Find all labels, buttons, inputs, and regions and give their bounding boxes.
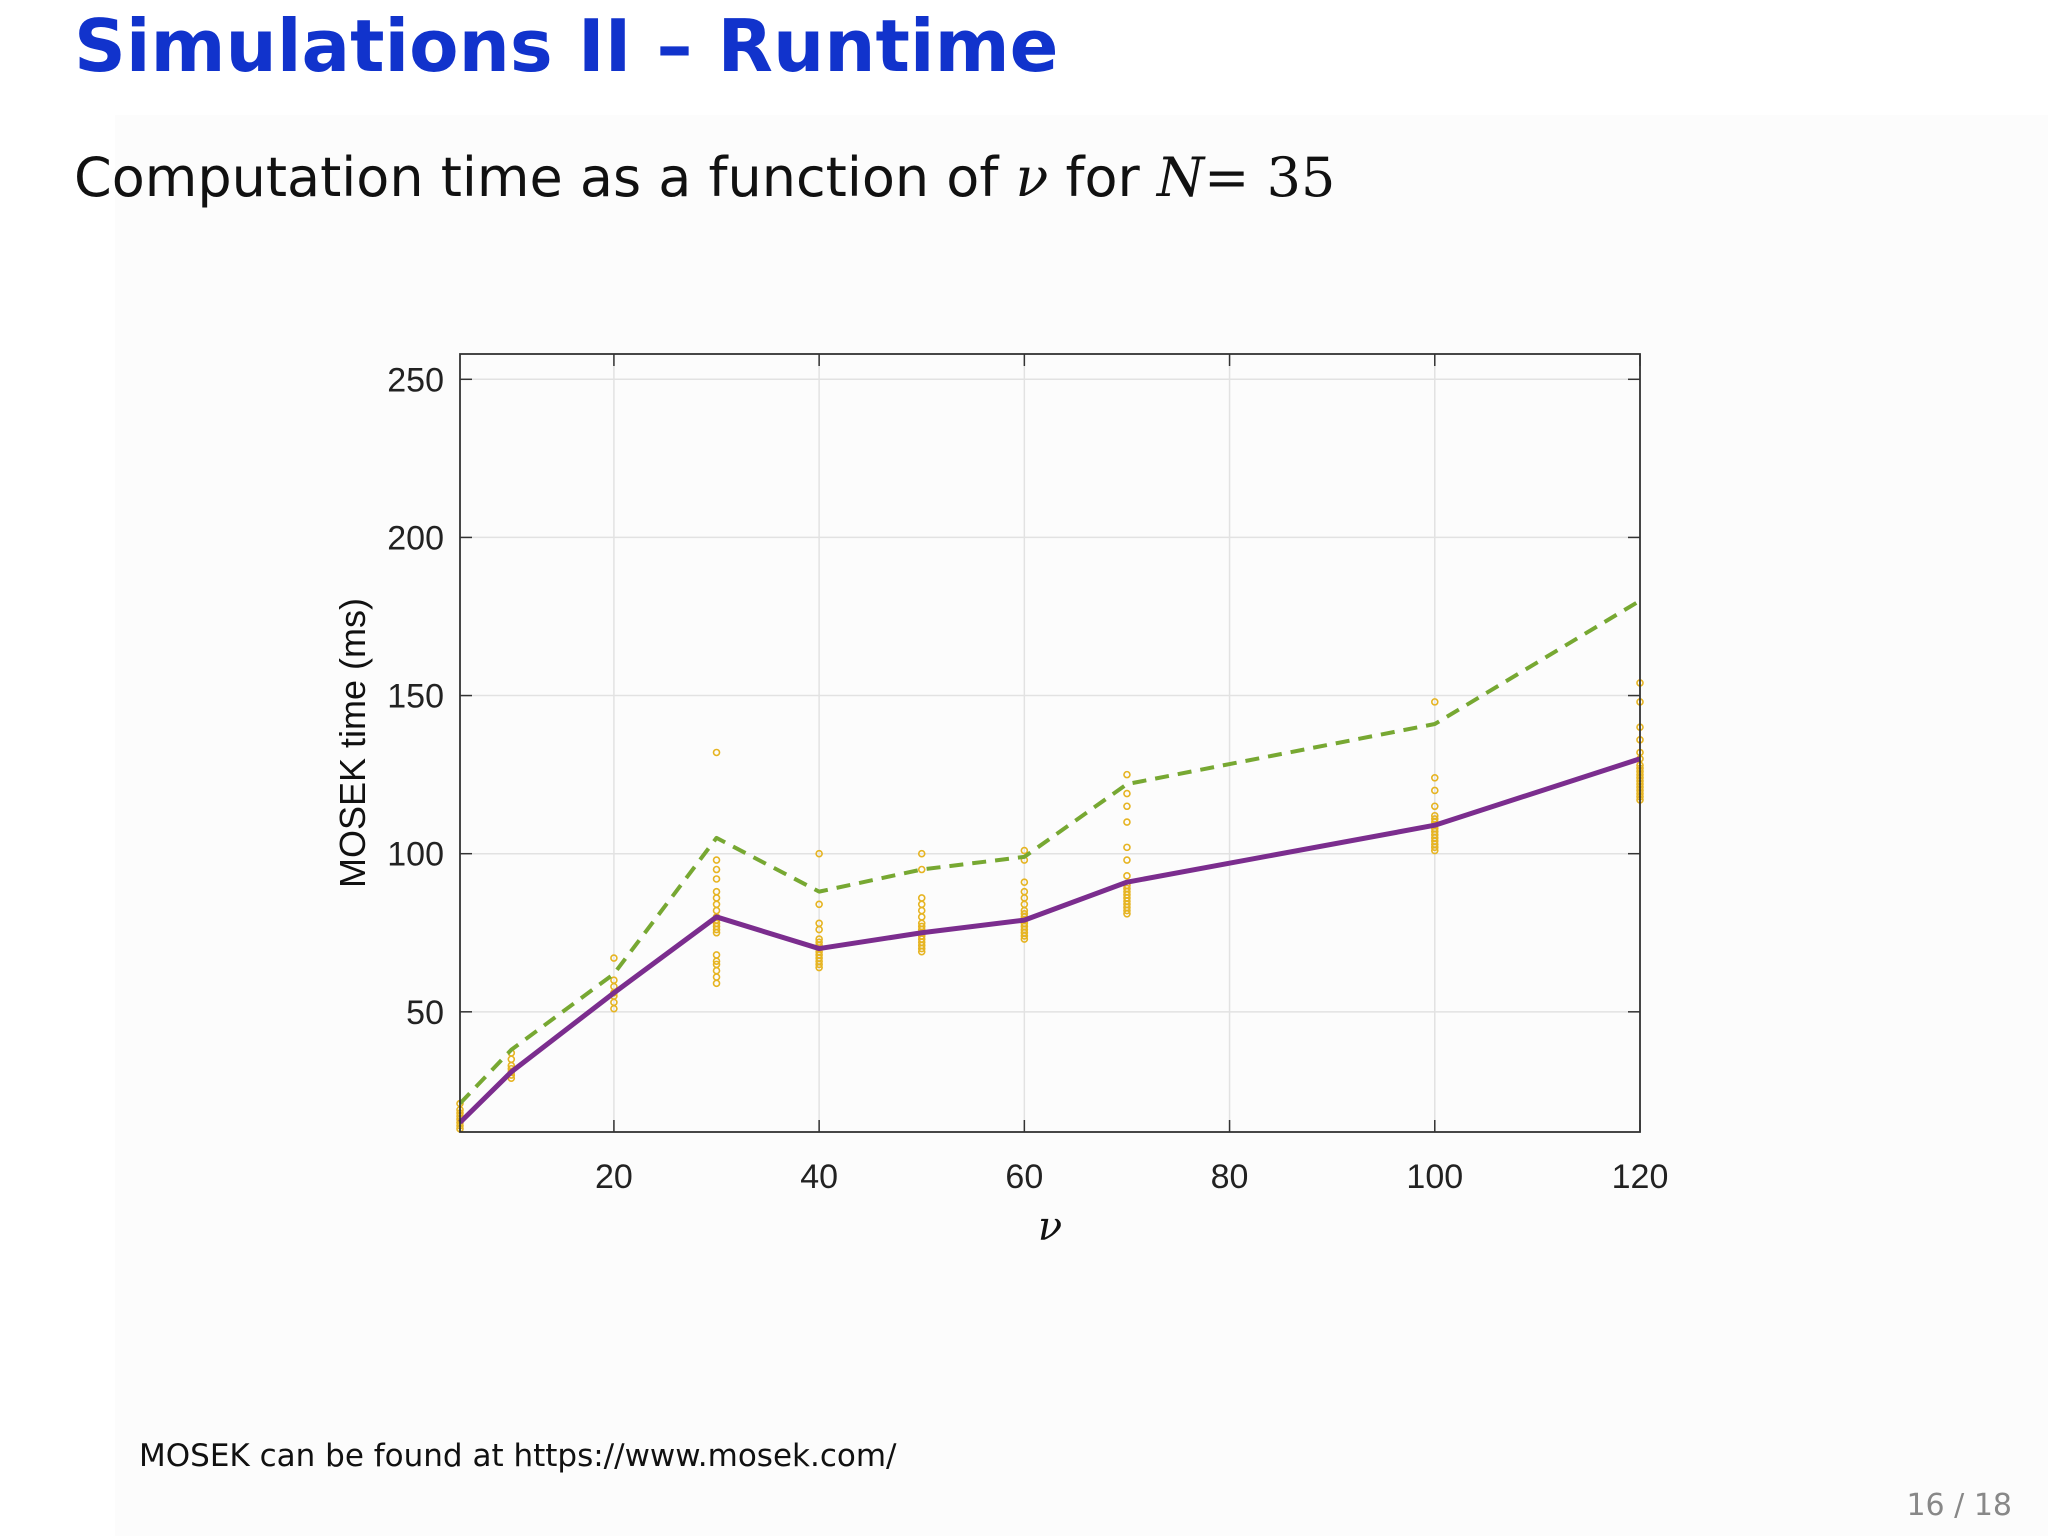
scatter-point — [712, 875, 721, 883]
scatter-point — [1430, 815, 1439, 823]
subtitle-n-symbol: N — [1156, 146, 1205, 209]
scatter-point — [815, 935, 823, 943]
scatter-point — [917, 865, 926, 874]
axes: 20 40 60 80 100 120 50 100 150 200 250 — [387, 353, 1669, 1196]
y-tick-label: 50 — [406, 994, 444, 1032]
y-tick-label: 150 — [387, 678, 444, 716]
scatter-point — [712, 887, 721, 896]
scatter-point — [815, 849, 823, 858]
scatter-point — [1123, 884, 1131, 893]
page-number: 16 / 18 — [1906, 1488, 2012, 1523]
scatter-point — [712, 960, 721, 969]
scatter-point — [815, 938, 823, 947]
scatter-point — [712, 865, 721, 874]
plot-area — [460, 354, 1640, 1132]
scatter-point — [1123, 872, 1131, 880]
scatter-point — [917, 849, 926, 858]
axis-labels: MOSEK time (ms) ν — [332, 598, 1062, 1250]
series-lines — [458, 598, 1642, 1125]
scatter-point — [712, 951, 721, 959]
scatter-point — [1123, 770, 1131, 779]
scatter-point — [610, 954, 618, 962]
y-axis-label: MOSEK time (ms) — [332, 598, 373, 888]
footnote: MOSEK can be found at https://www.mosek.… — [139, 1438, 897, 1474]
x-tick-label: 20 — [595, 1158, 633, 1196]
y-tick-label: 200 — [387, 519, 444, 557]
scatter-point — [1430, 811, 1439, 820]
x-tick-label: 60 — [1005, 1158, 1043, 1196]
y-tick-label: 250 — [387, 361, 444, 399]
scatter-point — [917, 894, 926, 902]
series-line-dashed — [458, 598, 1642, 1105]
x-axis-label: ν — [1038, 1204, 1062, 1250]
scatter-point — [1430, 802, 1439, 811]
scatter-point — [1020, 846, 1029, 855]
slide-title: Simulations II – Runtime — [74, 4, 1059, 88]
scatter-point — [610, 976, 618, 984]
scatter-point — [815, 919, 823, 928]
subtitle-prefix: Computation time as a function of — [74, 146, 999, 209]
scatter-point — [1430, 698, 1439, 706]
scatter-point — [712, 748, 721, 757]
x-tick-label: 100 — [1406, 1158, 1463, 1196]
scatter-point — [1123, 818, 1131, 826]
scatter-point — [917, 922, 926, 931]
scatter-point — [1020, 878, 1029, 886]
scatter-point — [1020, 909, 1029, 918]
x-tick-label: 80 — [1211, 1158, 1249, 1196]
scatter-point — [712, 856, 721, 864]
scatter-point — [1123, 802, 1131, 811]
subtitle-variable: ν — [1015, 146, 1049, 209]
scatter-point — [1123, 843, 1131, 852]
scatter-point — [815, 900, 823, 909]
subtitle-mid: for — [1065, 146, 1140, 209]
scatter-point — [1430, 773, 1439, 782]
x-tick-label: 120 — [1612, 1158, 1669, 1196]
plot-frame — [459, 353, 1641, 1133]
subtitle-n-value: = 35 — [1204, 146, 1336, 209]
scatter-point — [1020, 887, 1029, 896]
grid-lines — [460, 354, 1641, 1132]
scatter-point — [1123, 856, 1131, 864]
scatter-point — [1430, 786, 1439, 795]
y-tick-label: 100 — [387, 836, 444, 874]
scatter-point — [1123, 789, 1131, 798]
x-tick-label: 40 — [800, 1158, 838, 1196]
series-line-solid — [458, 756, 1641, 1125]
slide-subtitle: Computation time as a function of ν for … — [74, 146, 1335, 209]
